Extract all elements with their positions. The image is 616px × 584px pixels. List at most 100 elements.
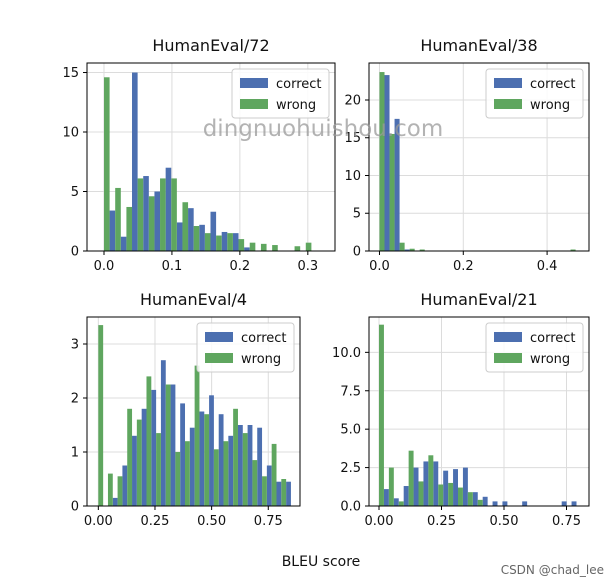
bar-wrong [249,242,256,251]
bar-wrong [238,239,245,251]
axes-frame [86,62,336,252]
bar-wrong [418,481,424,506]
legend-swatch-wrong [494,99,522,109]
bar-correct [112,497,118,506]
bar-wrong [419,249,425,251]
bar-correct [143,176,149,251]
bar-wrong [213,449,219,506]
y-tick-label: 5.0 [340,423,361,438]
legend-swatch-correct [494,332,522,342]
bar-correct [109,210,116,251]
x-tick-label: 0.2 [453,259,474,274]
bar-wrong [570,249,576,251]
legend-label-correct: correct [530,77,576,92]
bar-wrong [137,178,144,251]
x-tick-label: 0.4 [537,259,558,274]
bar-correct [502,501,508,506]
bar-correct [522,501,528,506]
legend-swatch-wrong [240,99,268,109]
x-tick-label: 0.75 [552,514,581,529]
bar-correct [453,469,458,506]
bar-wrong [448,482,454,506]
bar-correct [462,467,468,506]
y-tick-label: 5 [71,185,79,200]
bar-correct [210,211,217,251]
subplot-1: 0.0 0.1 0.2 0.3 0 5 10 15 HumanEval/72 correct wro… [62,36,336,274]
bar-wrong [175,452,181,506]
bar-correct [266,465,272,506]
legend-label-wrong: wrong [530,98,570,113]
bar-correct [165,167,172,251]
y-tick-label: 0.0 [340,500,361,515]
legend-swatch-wrong [494,353,522,363]
bar-wrong [204,233,211,251]
bar-wrong [193,226,200,251]
bar-wrong [438,484,444,506]
bar-correct [199,411,205,506]
y-tick-label: 2 [71,392,79,407]
bar-correct [228,435,234,506]
bar-correct [472,492,478,506]
bar-wrong [146,376,152,506]
bar-wrong [272,245,278,251]
y-tick-label: 7.5 [340,384,361,399]
bar-wrong [242,433,248,506]
bar-wrong [117,476,123,506]
bar-correct [404,249,410,251]
bar-correct [384,75,390,251]
subplot-title: HumanEval/21 [420,290,537,309]
bar-correct [433,461,439,506]
watermark: dingnuohuishou.com [203,116,444,142]
bar-wrong [281,479,287,506]
legend-label-wrong: wrong [276,98,316,113]
bar-correct [561,501,567,506]
bar-wrong [227,233,233,251]
bar-correct [132,435,137,506]
bar-wrong [165,384,171,506]
bar-wrong [399,242,405,251]
bar-correct [170,384,176,506]
axes-frame [86,316,301,507]
bar-wrong [185,441,190,506]
bar-correct [276,481,282,506]
bar-wrong [126,206,133,251]
x-tick-label: 0.75 [254,514,283,529]
bar-correct [237,425,243,506]
x-tick-label: 0.00 [365,514,394,529]
y-tick-label: 10.0 [332,346,361,361]
bar-correct [160,360,166,506]
bar-correct [189,427,195,506]
bar-wrong [271,443,277,506]
bar-wrong [148,196,155,251]
legend-swatch-correct [205,332,233,342]
bar-correct [393,498,399,506]
subplot-grid: 0.0 0.1 0.2 0.3051015HumanEval/72correctwro… [62,36,590,529]
bar-wrong [233,408,238,506]
x-tick-label: 0.0 [369,259,390,274]
legend-swatch-correct [240,78,268,88]
x-tick-label: 0.0 [94,259,115,274]
bar-wrong [294,246,301,251]
bar-wrong [171,178,177,251]
legend-label-correct: correct [241,331,287,346]
bar-wrong [127,408,133,506]
bar-wrong [379,324,384,506]
bar-correct [394,118,400,252]
bar-wrong [467,492,473,506]
bar-correct [122,465,128,506]
bar-correct [247,425,253,506]
x-tick-label: 0.50 [197,514,226,529]
legend-label-correct: correct [530,331,576,346]
subplot-title: HumanEval/4 [140,290,247,309]
subplot-title: HumanEval/72 [152,36,269,55]
y-tick-label: 2.5 [340,461,361,476]
legend-swatch-wrong [205,353,233,363]
subplot-title: HumanEval/38 [420,36,537,55]
legend-label-wrong: wrong [530,352,570,367]
bar-wrong [156,433,161,506]
y-tick-label: 20 [344,93,361,108]
axes-frame [368,62,590,252]
bar-correct [141,408,147,506]
bar-wrong [389,133,395,251]
